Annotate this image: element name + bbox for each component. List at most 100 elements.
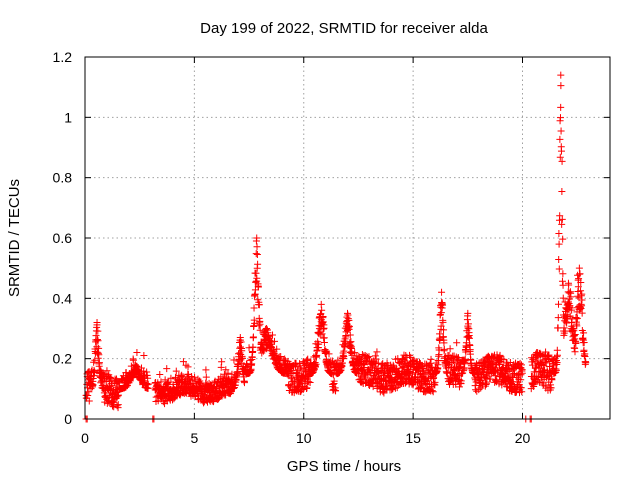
data-point xyxy=(578,309,586,317)
data-point xyxy=(542,382,550,390)
data-point xyxy=(220,370,228,378)
data-point xyxy=(391,384,399,392)
y-tick-label: 0.2 xyxy=(53,351,73,367)
data-point xyxy=(554,324,562,332)
data-point xyxy=(184,363,192,371)
data-point xyxy=(249,343,257,351)
data-point xyxy=(517,371,525,379)
data-point xyxy=(580,329,588,337)
data-point xyxy=(106,373,114,381)
data-point xyxy=(486,375,494,383)
x-tick-label: 20 xyxy=(515,430,531,446)
data-point xyxy=(103,367,111,375)
data-point xyxy=(436,310,444,318)
data-point xyxy=(558,277,566,285)
data-point xyxy=(345,323,353,331)
data-points xyxy=(82,71,590,423)
data-point xyxy=(555,265,563,273)
data-point xyxy=(165,378,173,386)
data-point xyxy=(263,325,271,332)
data-point xyxy=(518,388,526,396)
data-point xyxy=(122,383,130,391)
data-point xyxy=(318,330,326,338)
data-point xyxy=(256,326,264,334)
data-point xyxy=(555,256,563,264)
y-tick-label: 1 xyxy=(64,109,72,125)
data-point xyxy=(556,135,564,143)
data-point xyxy=(440,339,448,347)
axis-ticks: 0 5 10 15 20 0 0.2 0.4 0.6 0.8 1 1.2 xyxy=(53,49,610,446)
data-point xyxy=(312,360,320,368)
data-point xyxy=(500,355,508,363)
data-point xyxy=(251,319,259,327)
data-point xyxy=(569,326,577,334)
data-point xyxy=(305,378,313,386)
data-point xyxy=(371,352,379,360)
data-point xyxy=(571,348,579,356)
data-point xyxy=(108,382,116,390)
data-point xyxy=(463,342,471,350)
data-point xyxy=(558,220,566,228)
data-point xyxy=(457,377,465,385)
data-point xyxy=(306,379,314,387)
data-point xyxy=(436,334,444,342)
data-point xyxy=(144,374,152,382)
data-point xyxy=(114,377,122,385)
data-point xyxy=(325,350,333,358)
data-point xyxy=(354,358,362,366)
data-point xyxy=(289,369,297,377)
data-point xyxy=(456,376,464,384)
y-tick-label: 0 xyxy=(64,411,72,427)
data-point xyxy=(455,383,463,391)
data-point xyxy=(237,359,245,367)
data-point xyxy=(250,304,258,312)
data-point xyxy=(230,356,238,364)
data-point xyxy=(297,364,305,372)
data-point xyxy=(237,343,245,351)
data-point xyxy=(131,361,139,369)
data-point xyxy=(94,327,102,335)
data-point xyxy=(435,346,443,354)
data-point xyxy=(110,403,118,411)
x-tick-label: 15 xyxy=(405,430,421,446)
data-point xyxy=(100,382,108,390)
data-point xyxy=(255,301,263,309)
data-point xyxy=(438,288,446,296)
data-point xyxy=(374,359,382,367)
data-point xyxy=(342,339,350,347)
data-point xyxy=(573,314,581,322)
data-point xyxy=(329,380,337,388)
data-point xyxy=(548,376,556,384)
y-tick-label: 0.4 xyxy=(53,290,73,306)
data-point xyxy=(94,337,102,345)
data-point xyxy=(140,351,148,359)
data-point xyxy=(114,391,122,399)
data-point xyxy=(518,369,526,377)
data-point xyxy=(504,367,512,375)
data-point xyxy=(557,103,565,111)
data-point xyxy=(576,270,584,278)
data-point xyxy=(92,336,100,344)
data-point xyxy=(91,368,99,376)
data-point xyxy=(567,293,575,301)
data-point xyxy=(558,215,566,223)
data-point xyxy=(557,71,565,79)
data-point xyxy=(571,331,579,339)
data-point xyxy=(129,356,137,364)
data-point xyxy=(558,157,566,165)
data-point xyxy=(144,380,152,388)
data-point xyxy=(555,240,563,248)
data-point xyxy=(320,338,328,346)
data-point xyxy=(253,250,261,258)
data-point xyxy=(564,279,572,287)
data-point xyxy=(346,331,354,339)
data-point xyxy=(554,314,562,322)
data-point xyxy=(340,347,348,355)
data-point xyxy=(202,373,210,381)
data-point xyxy=(317,300,325,308)
data-point xyxy=(568,306,576,314)
data-point xyxy=(330,377,338,385)
data-point xyxy=(154,379,162,387)
data-point xyxy=(443,369,451,377)
data-point xyxy=(559,270,567,278)
